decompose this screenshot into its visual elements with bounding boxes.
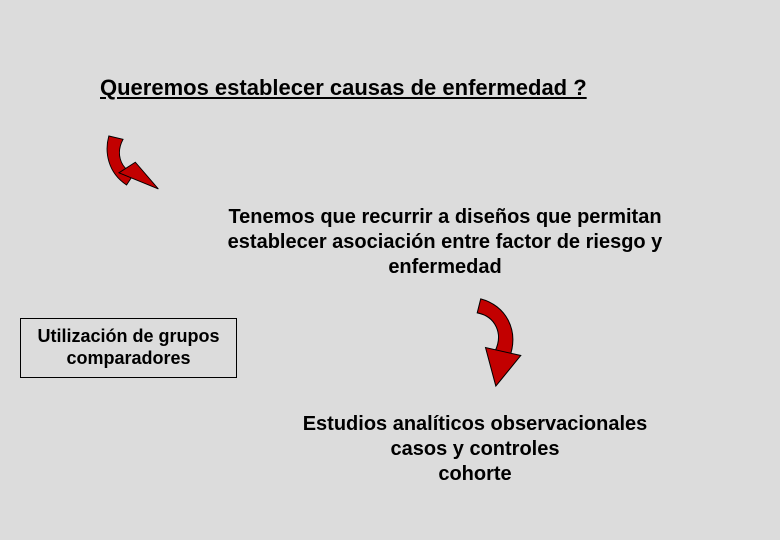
bottom-line1: Estudios analíticos observacionales bbox=[303, 413, 648, 435]
bottom-line2: casos y controles bbox=[391, 438, 560, 460]
mid-paragraph: Tenemos que recurrir a diseños que permi… bbox=[195, 205, 695, 280]
box-line1: Utilización de grupos bbox=[37, 326, 219, 346]
mid-line3: enfermedad bbox=[388, 256, 501, 278]
box-line2: comparadores bbox=[66, 348, 190, 368]
mid-line1: Tenemos que recurrir a diseños que permi… bbox=[228, 206, 661, 228]
heading-title: Queremos establecer causas de enfermedad… bbox=[100, 75, 587, 101]
curved-arrow-icon bbox=[87, 103, 192, 212]
comparator-groups-box: Utilización de grupos comparadores bbox=[20, 318, 237, 378]
curved-arrow-icon bbox=[418, 279, 542, 406]
bottom-line3: cohorte bbox=[438, 463, 511, 485]
mid-line2: establecer asociación entre factor de ri… bbox=[228, 231, 663, 253]
bottom-paragraph: Estudios analíticos observacionales caso… bbox=[260, 412, 690, 487]
comparator-groups-label: Utilización de grupos comparadores bbox=[37, 326, 219, 369]
